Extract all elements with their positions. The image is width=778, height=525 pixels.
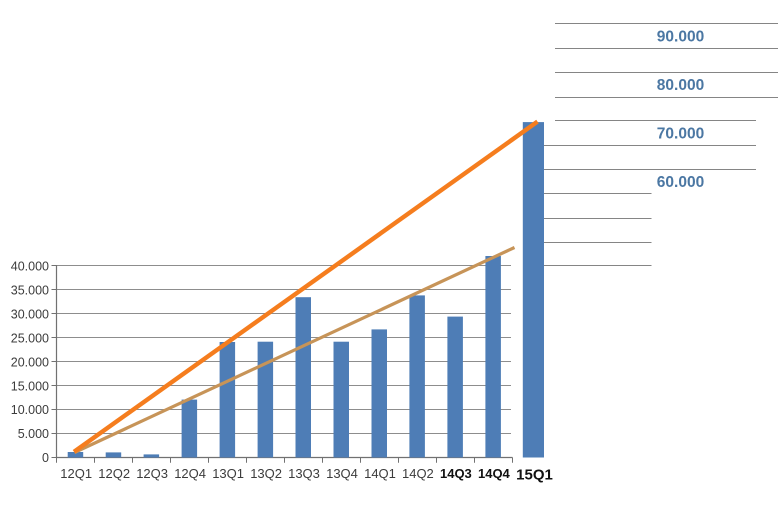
svg-text:30.000: 30.000 [11,307,49,321]
svg-text:12Q2: 12Q2 [98,466,130,481]
svg-text:12Q1: 12Q1 [60,466,92,481]
svg-text:13Q2: 13Q2 [250,466,282,481]
svg-text:80.000: 80.000 [657,77,704,94]
svg-text:14Q1: 14Q1 [364,466,396,481]
svg-text:13Q1: 13Q1 [212,466,244,481]
svg-text:14Q2: 14Q2 [402,466,434,481]
svg-text:14Q3: 14Q3 [440,466,472,481]
svg-text:60.000: 60.000 [657,174,704,191]
svg-text:12Q3: 12Q3 [136,466,168,481]
svg-text:13Q4: 13Q4 [326,466,358,481]
svg-text:14Q4: 14Q4 [478,466,511,481]
svg-text:40.000: 40.000 [11,260,49,274]
svg-text:15.000: 15.000 [11,379,49,393]
svg-text:10.000: 10.000 [11,403,49,417]
svg-text:35.000: 35.000 [11,284,49,298]
svg-text:13Q3: 13Q3 [288,466,320,481]
svg-text:5.000: 5.000 [18,427,49,441]
svg-text:15Q1: 15Q1 [516,467,553,484]
svg-text:0: 0 [42,451,49,465]
svg-text:12Q4: 12Q4 [174,466,206,481]
svg-text:90.000: 90.000 [657,28,704,45]
svg-text:20.000: 20.000 [11,355,49,369]
svg-text:25.000: 25.000 [11,331,49,345]
svg-text:70.000: 70.000 [657,126,704,143]
